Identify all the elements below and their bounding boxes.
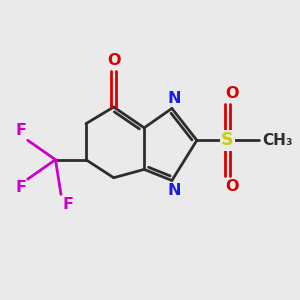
Text: F: F: [62, 197, 74, 212]
Text: O: O: [107, 53, 120, 68]
Text: O: O: [225, 179, 238, 194]
Text: N: N: [167, 91, 181, 106]
Text: CH₃: CH₃: [262, 133, 293, 148]
Text: F: F: [15, 123, 26, 138]
Text: S: S: [221, 131, 234, 149]
Text: N: N: [167, 183, 181, 198]
Text: O: O: [225, 86, 238, 101]
Text: F: F: [15, 181, 26, 196]
